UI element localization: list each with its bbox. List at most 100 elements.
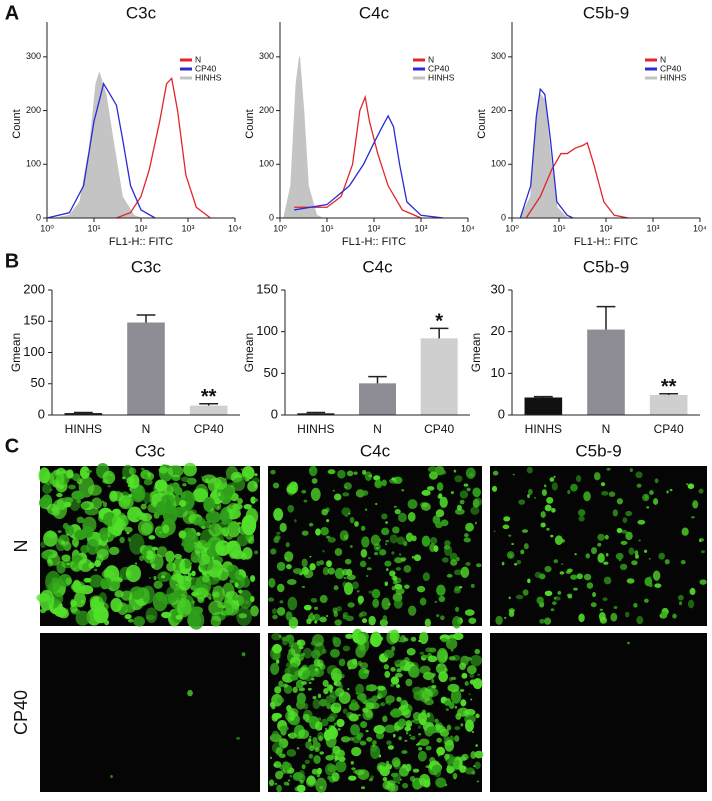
cell <box>454 586 461 592</box>
cell <box>698 488 704 494</box>
cell <box>362 490 369 496</box>
cell <box>410 636 417 642</box>
cell <box>575 475 582 483</box>
cell <box>308 753 314 759</box>
legend-label: HINHS <box>195 72 222 82</box>
cell <box>276 607 286 616</box>
cell <box>368 590 372 594</box>
cell <box>279 522 287 533</box>
cell <box>602 597 608 602</box>
cell <box>332 489 335 492</box>
cell <box>316 767 322 775</box>
cell <box>217 506 220 509</box>
cell <box>399 778 402 781</box>
cell <box>346 574 356 581</box>
cell <box>157 484 174 497</box>
cell <box>613 606 618 610</box>
cell <box>474 761 481 770</box>
cell <box>392 580 398 585</box>
cell <box>436 746 446 756</box>
cell <box>699 579 707 585</box>
cell <box>411 555 415 559</box>
cell <box>597 552 605 563</box>
error-bar <box>368 375 387 384</box>
cell <box>599 608 603 612</box>
cell <box>600 482 606 487</box>
cell <box>201 474 217 484</box>
cell <box>141 585 155 604</box>
cell <box>359 693 367 703</box>
cell <box>438 595 446 603</box>
cell <box>342 492 350 497</box>
cell <box>359 669 364 675</box>
cell <box>294 519 297 523</box>
fluorescence-signal <box>268 628 484 793</box>
cell <box>411 735 416 741</box>
x-axis-label: FL1-H:: FITC <box>109 236 173 248</box>
cell <box>415 743 418 746</box>
cell <box>205 510 221 524</box>
cell <box>308 465 318 477</box>
cell <box>465 562 471 566</box>
histogram-curve <box>283 56 323 219</box>
cell <box>461 672 468 679</box>
cell <box>372 598 380 608</box>
cell <box>58 534 70 547</box>
cell <box>495 615 503 625</box>
cell <box>327 567 335 575</box>
cell <box>559 571 565 575</box>
cell <box>314 606 319 610</box>
legend-label: N <box>428 54 434 64</box>
y-axis-label: Gmean <box>242 333 256 372</box>
cell <box>287 504 295 513</box>
cell <box>401 750 408 754</box>
cell <box>301 681 307 685</box>
cell <box>470 726 473 730</box>
cell <box>420 501 429 508</box>
cell <box>345 633 354 639</box>
cell <box>438 493 443 499</box>
cell <box>357 660 363 666</box>
cell <box>393 708 397 712</box>
cell <box>566 593 573 597</box>
cell <box>635 471 643 479</box>
cell <box>625 611 630 618</box>
cell <box>421 688 434 701</box>
cell <box>546 527 550 531</box>
cell <box>450 689 462 704</box>
cell <box>276 561 286 571</box>
cell <box>96 548 109 561</box>
cell <box>576 573 583 580</box>
cell <box>169 483 173 486</box>
y-tick-label: 20 <box>491 323 505 338</box>
cell <box>250 496 257 504</box>
cell <box>390 783 399 793</box>
cell <box>419 718 427 726</box>
cell <box>298 645 304 650</box>
cell <box>339 530 349 542</box>
cell <box>365 730 369 733</box>
cell <box>316 560 321 566</box>
cell <box>136 513 148 521</box>
cell <box>232 595 239 601</box>
cell <box>403 637 409 642</box>
cell <box>234 582 239 588</box>
cell <box>381 527 390 536</box>
cell <box>408 605 417 616</box>
cell <box>604 534 609 540</box>
cell <box>472 678 483 690</box>
cell <box>285 542 290 548</box>
cell <box>522 589 529 596</box>
cell <box>405 532 414 542</box>
cell <box>150 553 164 571</box>
cell <box>143 479 153 486</box>
bar <box>127 322 165 415</box>
cell <box>444 540 451 547</box>
cell <box>318 698 328 707</box>
cell <box>276 531 281 535</box>
cell <box>343 582 354 596</box>
cell <box>102 470 116 485</box>
cell <box>301 585 306 589</box>
cell <box>318 735 323 742</box>
cell <box>370 534 381 546</box>
